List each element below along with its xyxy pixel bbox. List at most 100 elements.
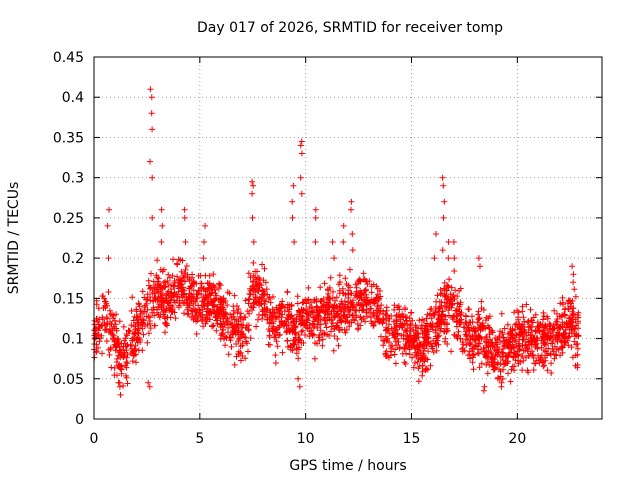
data-point [309, 309, 316, 316]
data-point [370, 323, 377, 329]
data-point [473, 332, 479, 339]
data-point [368, 289, 375, 296]
data-point [230, 307, 237, 314]
data-point [204, 302, 211, 309]
data-point [112, 343, 119, 350]
data-point [286, 328, 293, 335]
data-point [419, 343, 426, 350]
data-point [348, 198, 355, 205]
data-point [555, 346, 562, 353]
data-point [450, 239, 457, 245]
data-point [494, 375, 501, 382]
data-point [376, 287, 383, 294]
data-point [171, 278, 178, 284]
data-point [132, 346, 139, 352]
data-point [163, 292, 170, 299]
data-point [415, 334, 422, 341]
data-point [115, 336, 122, 343]
data-point [539, 333, 546, 339]
data-point [251, 300, 258, 307]
data-point [445, 284, 452, 290]
data-point [416, 317, 423, 324]
data-point [117, 354, 124, 361]
data-point [218, 321, 225, 328]
data-point [113, 311, 119, 318]
data-point [312, 206, 319, 213]
data-point [466, 351, 473, 358]
data-point [571, 338, 578, 345]
data-point [130, 317, 137, 324]
data-point [484, 322, 491, 329]
data-point [470, 366, 477, 373]
data-point [245, 270, 252, 277]
data-point [567, 317, 574, 324]
data-point [113, 327, 120, 334]
data-point [403, 313, 410, 320]
data-point [99, 350, 105, 357]
data-point [401, 345, 408, 352]
data-point [144, 291, 151, 298]
data-point [312, 214, 319, 221]
data-point [402, 327, 408, 334]
data-point [439, 247, 446, 254]
data-point [237, 313, 243, 320]
y-tick-label: 0.25 [53, 211, 84, 227]
data-point [234, 329, 241, 336]
data-point [289, 214, 296, 221]
data-point [102, 322, 108, 329]
data-point [371, 312, 378, 319]
data-point [319, 342, 326, 349]
data-point [136, 303, 143, 310]
data-point [190, 305, 197, 312]
data-point [265, 295, 272, 302]
data-point [433, 347, 440, 354]
data-point [527, 306, 534, 313]
data-point [181, 206, 188, 213]
data-points [91, 86, 582, 398]
data-point [535, 327, 541, 334]
data-point [431, 255, 438, 262]
data-point [93, 301, 100, 308]
data-point [479, 320, 486, 327]
data-point [266, 328, 273, 335]
data-point [93, 315, 100, 322]
data-point [379, 319, 386, 326]
data-point [475, 308, 482, 315]
data-point [266, 309, 273, 316]
data-point [296, 335, 303, 342]
data-point [380, 311, 387, 318]
data-point [245, 322, 252, 329]
data-point [330, 347, 337, 354]
data-point [519, 303, 526, 310]
data-point [370, 309, 377, 316]
data-point [548, 360, 555, 367]
data-point [568, 344, 575, 351]
data-point [256, 295, 263, 302]
data-point [144, 321, 151, 328]
data-point [103, 338, 110, 345]
data-point [350, 297, 357, 304]
data-point [368, 318, 375, 325]
data-point [335, 281, 342, 288]
data-point [409, 337, 416, 344]
data-point [525, 324, 532, 331]
data-point [438, 325, 445, 332]
data-point [161, 284, 168, 291]
data-point [439, 174, 446, 181]
data-point [340, 222, 347, 229]
y-axis-label: SRMTID / TECUs [6, 182, 22, 295]
data-point [216, 281, 223, 288]
data-point [458, 309, 465, 316]
data-point [357, 313, 364, 320]
data-point [504, 321, 511, 328]
data-point [336, 290, 343, 297]
data-point [424, 366, 431, 373]
data-point [460, 324, 467, 331]
data-point [353, 294, 360, 301]
data-point [239, 353, 246, 359]
data-point [507, 349, 514, 356]
data-point [547, 323, 554, 330]
data-point [185, 310, 192, 317]
grid-lines [94, 57, 602, 419]
data-point [385, 321, 392, 328]
